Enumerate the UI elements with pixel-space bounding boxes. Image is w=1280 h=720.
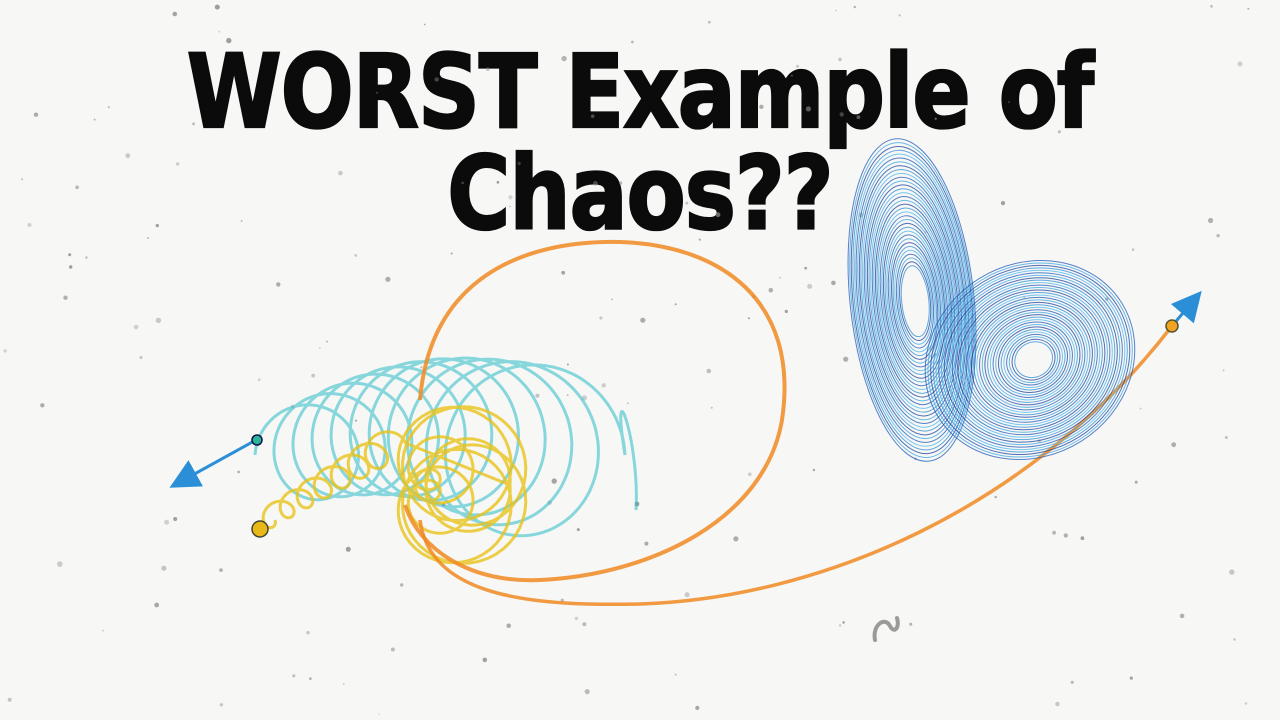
arrow-left-icon xyxy=(169,438,257,488)
orange-swing-trajectory xyxy=(418,324,1174,607)
lorenz-attractor xyxy=(847,138,1136,462)
thumbnail-title: WORST Example of Chaos?? xyxy=(186,33,1095,254)
orange-end-point xyxy=(1165,319,1179,333)
background-speckles xyxy=(3,4,1250,715)
yellow-start-point xyxy=(251,520,269,538)
yellow-spiral-trajectory xyxy=(261,405,528,565)
teal-start-point xyxy=(251,434,263,446)
orange-loop-trajectory xyxy=(403,239,787,583)
squiggle-icon xyxy=(872,616,900,642)
teal-spiral-trajectory xyxy=(253,356,638,538)
